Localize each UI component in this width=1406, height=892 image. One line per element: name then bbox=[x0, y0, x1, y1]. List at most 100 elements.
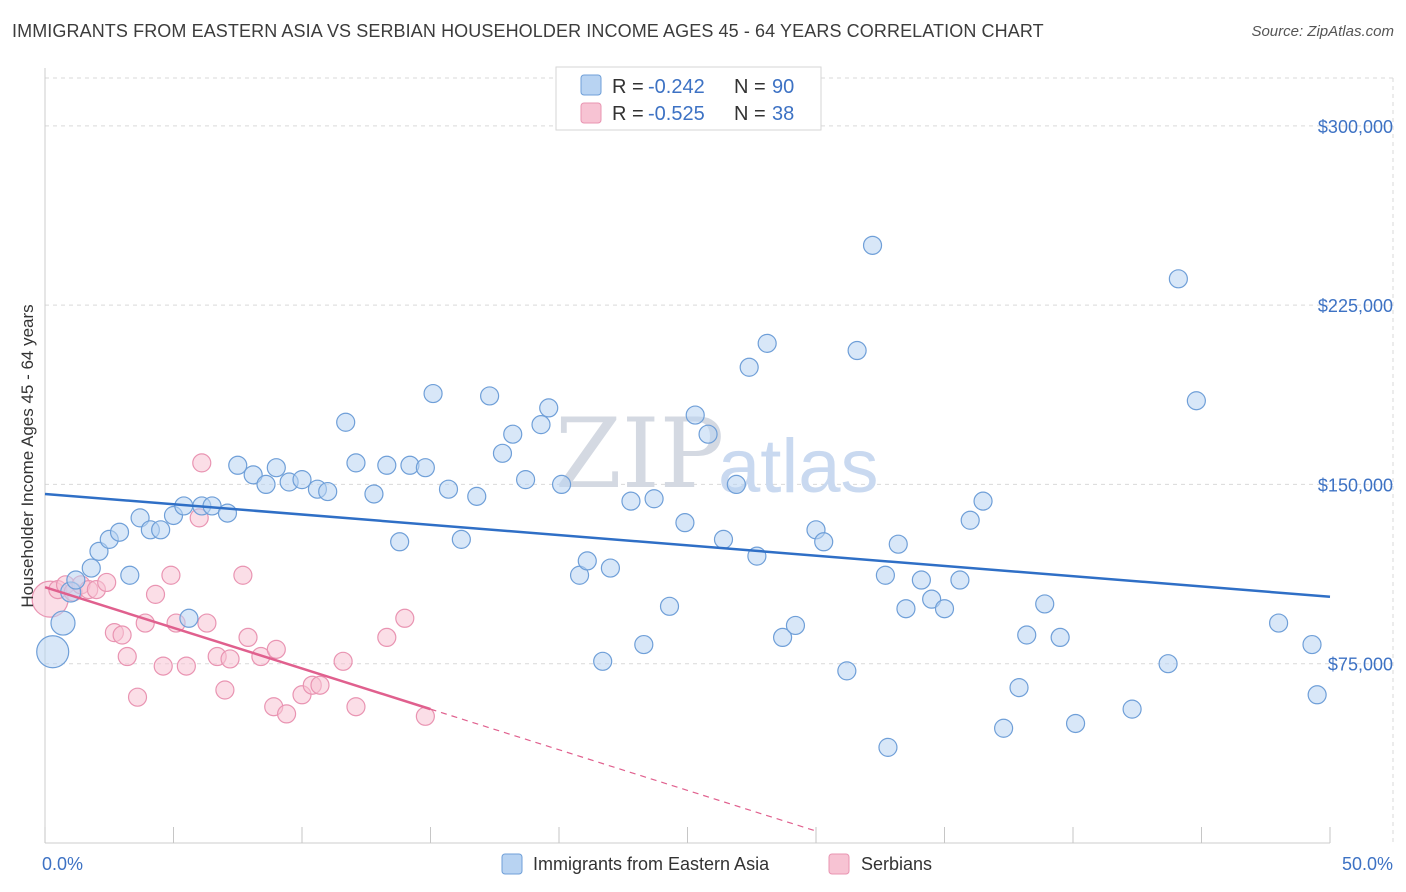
eastern-asia-point bbox=[847, 340, 867, 361]
eastern-asia-point bbox=[1158, 654, 1178, 674]
eastern-asia-point bbox=[377, 455, 397, 475]
serbians-point bbox=[161, 565, 181, 585]
trend-lines bbox=[44, 492, 1331, 832]
eastern-asia-point bbox=[1122, 699, 1142, 719]
y-axis-title: Householder Income Ages 45 - 64 years bbox=[18, 304, 37, 607]
eastern-asia-point bbox=[480, 386, 500, 406]
eastern-asia-point bbox=[539, 398, 559, 418]
eastern-asia-point bbox=[878, 737, 898, 757]
eastern-asia-point bbox=[814, 532, 834, 552]
stats-legend-swatch-pink bbox=[580, 102, 602, 124]
eastern-asia-point bbox=[644, 489, 664, 509]
eastern-asia-point bbox=[875, 565, 895, 585]
eastern-asia-point bbox=[531, 415, 551, 435]
y-tick-labels: $75,000 $150,000 $225,000 $300,000 bbox=[1318, 117, 1393, 675]
eastern-asia-point bbox=[973, 491, 993, 511]
serbians-point bbox=[145, 584, 166, 604]
eastern-asia-point bbox=[1009, 678, 1029, 698]
eastern-asia-point bbox=[228, 455, 248, 475]
eastern-asia-point bbox=[757, 333, 777, 353]
y-tick-label-3: $300,000 bbox=[1318, 117, 1393, 137]
y-tick-label-1: $150,000 bbox=[1318, 475, 1393, 495]
series-legend-swatch-blue bbox=[501, 853, 523, 875]
serbians-point bbox=[233, 565, 253, 585]
eastern-asia-point bbox=[551, 474, 572, 495]
stats-legend-swatch-blue bbox=[580, 74, 602, 96]
eastern-asia-point bbox=[862, 235, 883, 255]
eastern-asia-point bbox=[492, 443, 513, 463]
watermark: ZIP atlas bbox=[555, 398, 879, 510]
y-tick-label-0: $75,000 bbox=[1328, 655, 1393, 675]
eastern-asia-point bbox=[415, 458, 435, 478]
eastern-asia-point bbox=[243, 465, 263, 485]
eastern-asia-point bbox=[950, 570, 970, 590]
serbians-point bbox=[97, 572, 117, 593]
eastern-asia-point bbox=[1035, 594, 1055, 614]
eastern-asia-point bbox=[1017, 625, 1037, 645]
serbians-point bbox=[192, 453, 212, 473]
series-legend-label-pink: Serbians bbox=[861, 854, 932, 874]
source-credit: Source: ZipAtlas.com bbox=[1251, 23, 1394, 40]
eastern-asia-point bbox=[634, 634, 654, 655]
eastern-asia-point bbox=[698, 424, 718, 444]
serbians-point bbox=[215, 680, 235, 700]
serbians-point bbox=[333, 651, 353, 671]
eastern-asia-point bbox=[515, 470, 536, 490]
eastern-asia-point bbox=[109, 522, 130, 542]
eastern-asia-point bbox=[467, 486, 487, 506]
x-tick-label-min: 0.0% bbox=[42, 854, 83, 874]
series-legend-swatch-pink bbox=[828, 853, 850, 875]
eastern-asia-point bbox=[36, 635, 70, 669]
eastern-asia-point bbox=[1302, 634, 1322, 655]
eastern-asia-point bbox=[390, 532, 410, 552]
legend-r-label-blue: R = bbox=[612, 76, 644, 98]
eastern-asia-point bbox=[336, 412, 356, 432]
eastern-asia-point bbox=[726, 474, 746, 495]
eastern-asia-point bbox=[934, 599, 955, 619]
eastern-asia-point bbox=[600, 558, 621, 578]
serbians-point bbox=[117, 646, 137, 667]
eastern-asia-trend-line bbox=[44, 492, 1331, 599]
eastern-asia-point bbox=[659, 596, 680, 616]
eastern-asia-point bbox=[179, 608, 199, 628]
series-legend: Immigrants from Eastern Asia Serbians bbox=[501, 853, 932, 875]
serbians-point bbox=[276, 704, 297, 724]
eastern-asia-point bbox=[503, 424, 523, 444]
eastern-asia-point bbox=[423, 383, 443, 404]
eastern-asia-point bbox=[1307, 685, 1327, 705]
eastern-asia-point bbox=[922, 589, 942, 609]
stats-legend: R = -0.242 N = 90 R = -0.525 N = 38 bbox=[555, 66, 822, 131]
serbians-point bbox=[266, 639, 286, 659]
chart-title: IMMIGRANTS FROM EASTERN ASIA VS SERBIAN … bbox=[12, 21, 1044, 41]
eastern-asia-point bbox=[772, 627, 793, 648]
eastern-asia-point bbox=[713, 529, 734, 549]
legend-n-value-blue: 90 bbox=[772, 76, 794, 98]
serbians-point bbox=[112, 625, 132, 645]
legend-n-label-pink: N = bbox=[734, 103, 766, 125]
serbians-point bbox=[220, 649, 240, 669]
serbians-point bbox=[153, 656, 173, 676]
serbians-point bbox=[346, 697, 366, 717]
legend-r-label-pink: R = bbox=[612, 103, 644, 125]
eastern-asia-point bbox=[960, 510, 980, 530]
eastern-asia-point bbox=[675, 513, 695, 533]
eastern-asia-point bbox=[593, 651, 613, 671]
eastern-asia-point bbox=[739, 357, 759, 377]
eastern-asia-point bbox=[1065, 713, 1086, 734]
series-legend-label-blue: Immigrants from Eastern Asia bbox=[533, 854, 770, 874]
eastern-asia-point bbox=[1050, 627, 1070, 648]
eastern-asia-point bbox=[1268, 613, 1289, 633]
eastern-asia-point bbox=[451, 529, 471, 549]
eastern-asia-points bbox=[36, 235, 1327, 757]
eastern-asia-point bbox=[621, 491, 641, 511]
eastern-asia-point bbox=[896, 599, 916, 619]
eastern-asia-point bbox=[66, 570, 86, 590]
legend-r-value-blue: -0.242 bbox=[648, 76, 705, 98]
legend-n-value-pink: 38 bbox=[772, 103, 794, 125]
legend-n-label-blue: N = bbox=[734, 76, 766, 98]
serbians-point bbox=[395, 608, 415, 628]
serbians-point bbox=[197, 613, 217, 633]
eastern-asia-point bbox=[1186, 391, 1206, 411]
eastern-asia-point bbox=[837, 661, 857, 681]
